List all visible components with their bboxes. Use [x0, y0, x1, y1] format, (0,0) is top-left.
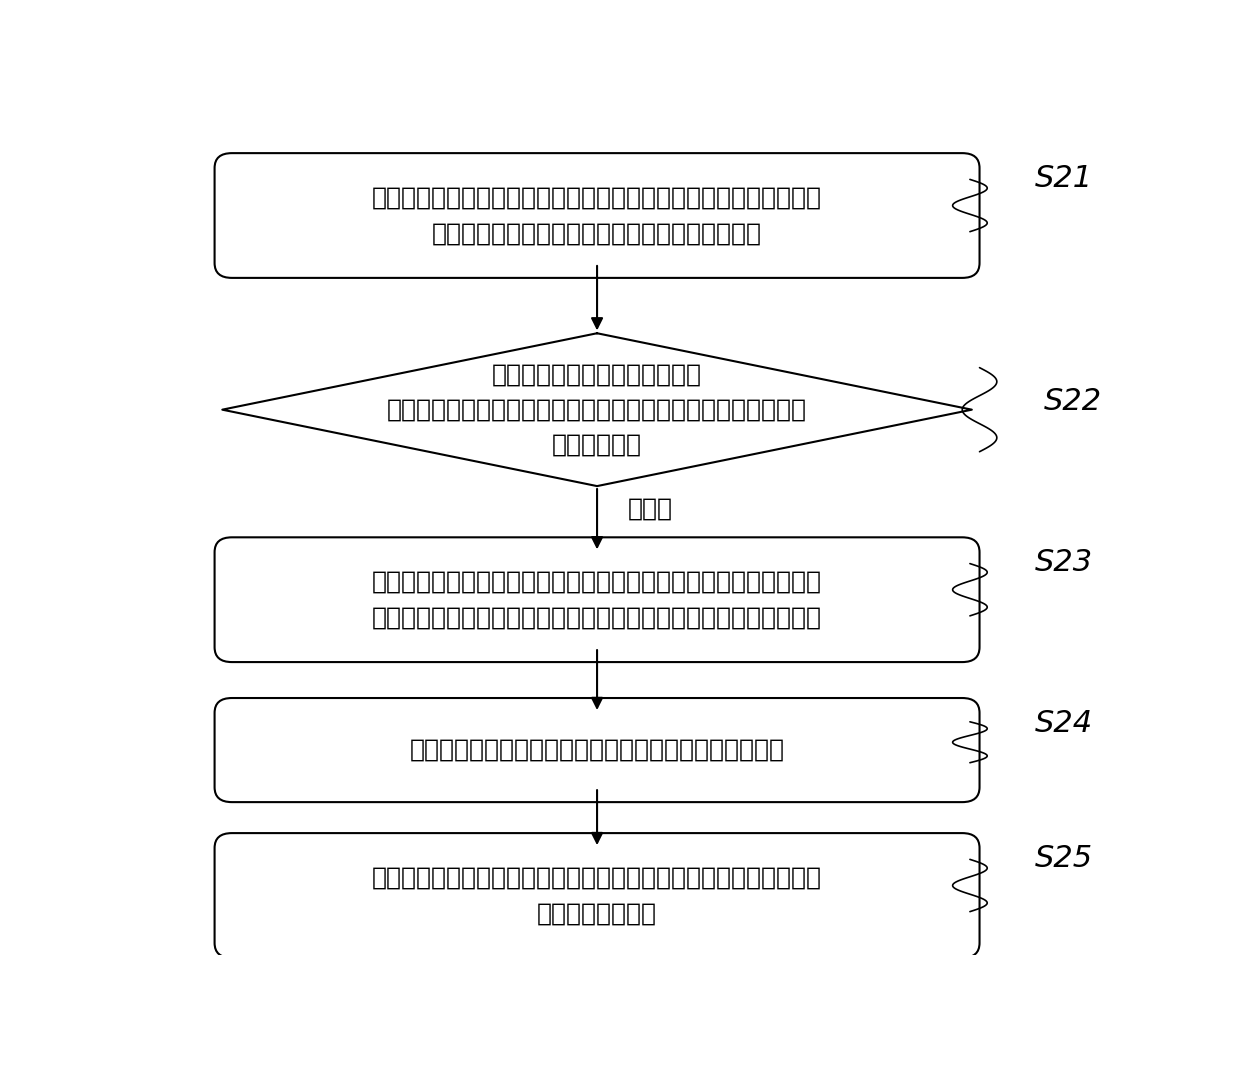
- Text: 利用气象和环境参数、上方云块图像数据及现场设备图像数据，预测
目标分布式光伏电站在设定时间段内的发电功率，作为预测发电功率: 利用气象和环境参数、上方云块图像数据及现场设备图像数据，预测 目标分布式光伏电站…: [372, 570, 822, 630]
- Text: S23: S23: [1034, 548, 1092, 577]
- Text: S22: S22: [1044, 387, 1102, 416]
- Text: S25: S25: [1034, 843, 1092, 872]
- Polygon shape: [222, 334, 972, 486]
- Text: 获取目标分布式光伏电站在设定时间段内的实际发电功率: 获取目标分布式光伏电站在设定时间段内的实际发电功率: [409, 738, 785, 762]
- Text: S24: S24: [1034, 709, 1092, 738]
- FancyBboxPatch shape: [215, 153, 980, 278]
- Text: 不存在: 不存在: [627, 497, 672, 520]
- Text: 根据气象和环境参数，上方云块
图像数据及现场设备图像数据，判断是否存在遮挡物遮挡目标分
布式光伏电站: 根据气象和环境参数，上方云块 图像数据及现场设备图像数据，判断是否存在遮挡物遮挡…: [387, 363, 807, 457]
- Text: 通过比对预测发电功率与实际发电功率，监测目标分布式光伏电站是
否存在异常或故障: 通过比对预测发电功率与实际发电功率，监测目标分布式光伏电站是 否存在异常或故障: [372, 866, 822, 925]
- FancyBboxPatch shape: [215, 538, 980, 662]
- Text: 获取目标分布式光伏电站所处区域的气象和环境参数，及目标分布式
光伏电站的上方云块图像数据和现场设备图像数据: 获取目标分布式光伏电站所处区域的气象和环境参数，及目标分布式 光伏电站的上方云块…: [372, 186, 822, 246]
- FancyBboxPatch shape: [215, 833, 980, 958]
- FancyBboxPatch shape: [215, 699, 980, 803]
- Text: S21: S21: [1034, 164, 1092, 193]
